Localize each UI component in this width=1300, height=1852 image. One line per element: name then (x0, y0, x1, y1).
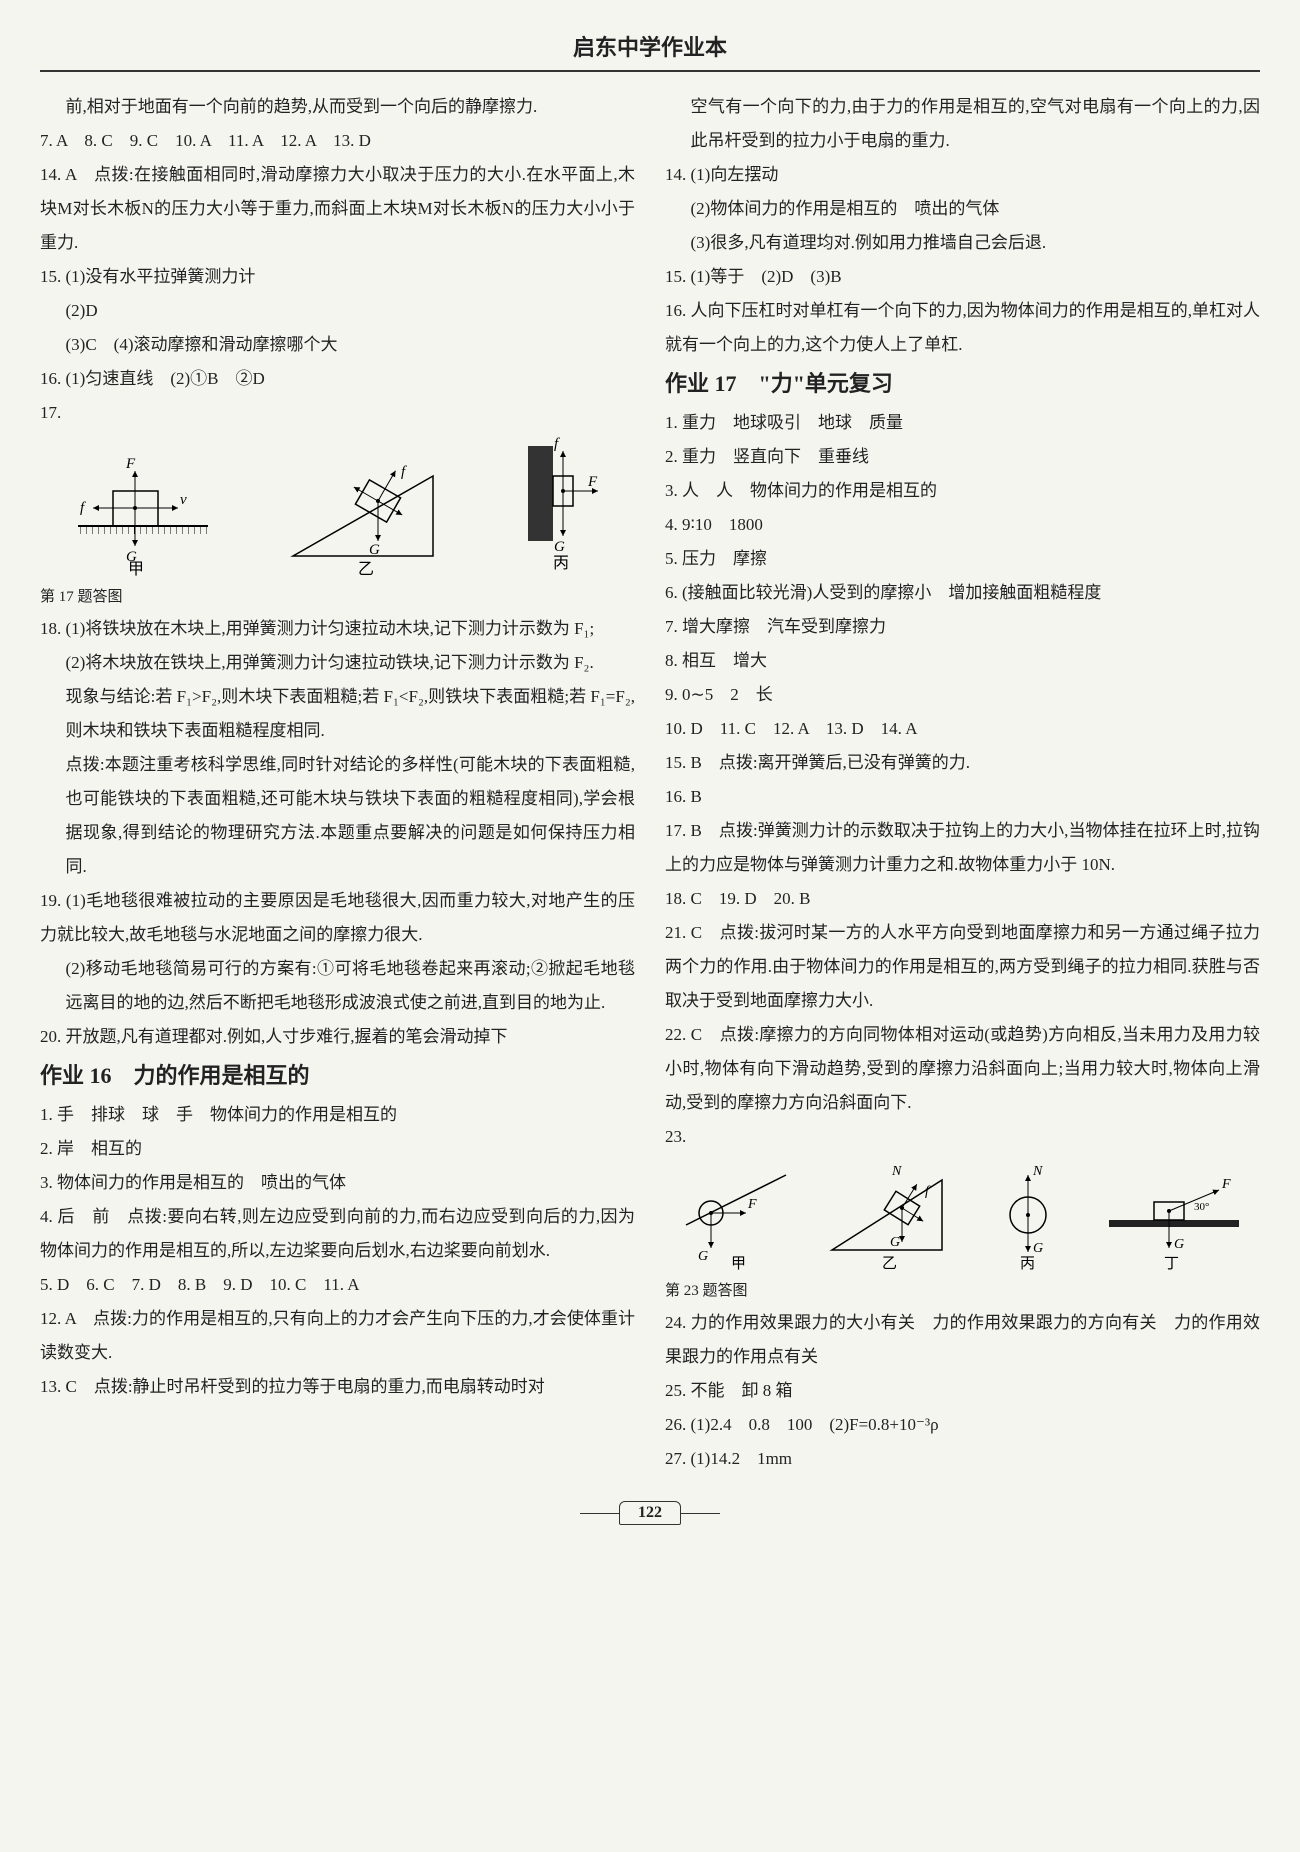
svg-text:f: f (554, 436, 560, 452)
fig23-jia: F G 甲 (676, 1160, 796, 1270)
svg-text:F: F (587, 474, 598, 490)
text: 18. (1)将铁块放在木块上,用弹簧测力计匀速拉动木块,记下测力计示数为 F₁… (40, 612, 635, 646)
svg-text:F: F (125, 456, 136, 472)
figure-23-caption: 第 23 题答图 (665, 1276, 1260, 1306)
fig17-bing: f F G 丙 (508, 436, 608, 576)
text: 25. 不能 卸 8 箱 (665, 1374, 1260, 1408)
svg-text:G: G (1174, 1237, 1184, 1252)
text: 16. (1)匀速直线 (2)①B ②D (40, 362, 635, 396)
text: 19. (1)毛地毯很难被拉动的主要原因是毛地毯很大,因而重力较大,对地产生的压… (40, 884, 635, 952)
text: 6. (接触面比较光滑)人受到的摩擦小 增加接触面粗糙程度 (665, 576, 1260, 610)
fig17-yi: f G 乙 (273, 446, 453, 576)
svg-text:F: F (747, 1197, 757, 1212)
section-17-title: 作业 17 "力"单元复习 (665, 362, 1260, 406)
fig23-yi: N f G 乙 (817, 1160, 957, 1270)
text: 现象与结论:若 F₁>F₂,则木块下表面粗糙;若 F₁<F₂,则铁块下表面粗糙;… (40, 680, 635, 748)
svg-text:f: f (80, 500, 86, 516)
text: 8. 相互 增大 (665, 644, 1260, 678)
svg-text:N: N (891, 1164, 902, 1179)
text: 27. (1)14.2 1mm (665, 1442, 1260, 1476)
text: (2)移动毛地毯简易可行的方案有:①可将毛地毯卷起来再滚动;②掀起毛地毯远离目的… (40, 952, 635, 1020)
svg-text:G: G (369, 542, 380, 558)
text: 17. B 点拨:弹簧测力计的示数取决于拉钩上的力大小,当物体挂在拉环上时,拉钩… (665, 814, 1260, 882)
text: 4. 9∶10 1800 (665, 508, 1260, 542)
fig23-ding: F 30° G 丁 (1099, 1160, 1249, 1270)
text: 22. C 点拨:摩擦力的方向同物体相对运动(或趋势)方向相反,当未用力及用力较… (665, 1018, 1260, 1120)
svg-text:丁: 丁 (1164, 1256, 1179, 1270)
fig23-bing: N G 丙 (978, 1160, 1078, 1270)
text: 13. C 点拨:静止时吊杆受到的拉力等于电扇的重力,而电扇转动时对 (40, 1370, 635, 1404)
svg-text:F: F (1221, 1177, 1231, 1192)
svg-text:f: f (401, 464, 407, 480)
text: 15. B 点拨:离开弹簧后,已没有弹簧的力. (665, 746, 1260, 780)
text: 16. 人向下压杠时对单杠有一个向下的力,因为物体间力的作用是相互的,单杠对人就… (665, 294, 1260, 362)
text: (2)将木块放在铁块上,用弹簧测力计匀速拉动铁块,记下测力计示数为 F₂. (40, 646, 635, 680)
text: 7. A 8. C 9. C 10. A 11. A 12. A 13. D (40, 124, 635, 158)
text: 21. C 点拨:拔河时某一方的人水平方向受到地面摩擦力和另一方通过绳子拉力两个… (665, 916, 1260, 1018)
section-16-title: 作业 16 力的作用是相互的 (40, 1054, 635, 1098)
svg-text:乙: 乙 (358, 561, 374, 576)
text: 20. 开放题,凡有道理都对.例如,人寸步难行,握着的笔会滑动掉下 (40, 1020, 635, 1054)
text: 12. A 点拨:力的作用是相互的,只有向上的力才会产生向下压的力,才会使体重计… (40, 1302, 635, 1370)
text: 3. 人 人 物体间力的作用是相互的 (665, 474, 1260, 508)
svg-text:f: f (925, 1184, 931, 1199)
text: 1. 重力 地球吸引 地球 质量 (665, 406, 1260, 440)
svg-text:v: v (180, 492, 187, 508)
text: 5. D 6. C 7. D 8. B 9. D 10. C 11. A (40, 1268, 635, 1302)
text: (2)D (40, 294, 635, 328)
text: 26. (1)2.4 0.8 100 (2)F=0.8+10⁻³ρ (665, 1408, 1260, 1442)
right-column: 空气有一个向下的力,由于力的作用是相互的,空气对电扇有一个向上的力,因此吊杆受到… (665, 90, 1260, 1476)
text: (3)很多,凡有道理均对.例如用力推墙自己会后退. (665, 226, 1260, 260)
text: (2)物体间力的作用是相互的 喷出的气体 (665, 192, 1260, 226)
text: (3)C (4)滚动摩擦和滑动摩擦哪个大 (40, 328, 635, 362)
page-number: 122 (40, 1501, 1260, 1525)
text: 5. 压力 摩擦 (665, 542, 1260, 576)
text: 前,相对于地面有一个向前的趋势,从而受到一个向后的静摩擦力. (40, 90, 635, 124)
text: 24. 力的作用效果跟力的大小有关 力的作用效果跟力的方向有关 力的作用效果跟力… (665, 1306, 1260, 1374)
text: 9. 0∼5 2 长 (665, 678, 1260, 712)
figure-17-caption: 第 17 题答图 (40, 582, 635, 612)
svg-text:G: G (698, 1249, 708, 1264)
text: 16. B (665, 780, 1260, 814)
svg-text:丙: 丙 (1020, 1256, 1035, 1270)
text: 3. 物体间力的作用是相互的 喷出的气体 (40, 1166, 635, 1200)
text: 18. C 19. D 20. B (665, 882, 1260, 916)
two-column-layout: 前,相对于地面有一个向前的趋势,从而受到一个向后的静摩擦力. 7. A 8. C… (40, 90, 1260, 1476)
figure-23: F G 甲 N f G 乙 (665, 1160, 1260, 1270)
svg-text:丙: 丙 (553, 555, 569, 572)
text: 15. (1)等于 (2)D (3)B (665, 260, 1260, 294)
text: 2. 岸 相互的 (40, 1132, 635, 1166)
text: 点拨:本题注重考核科学思维,同时针对结论的多样性(可能木块的下表面粗糙,也可能铁… (40, 748, 635, 884)
svg-text:G: G (554, 539, 565, 555)
text: 7. 增大摩擦 汽车受到摩擦力 (665, 610, 1260, 644)
svg-text:甲: 甲 (128, 561, 144, 576)
figure-17: F v f G 甲 f (40, 436, 635, 576)
fig17-jia: F v f G 甲 (68, 446, 218, 576)
text: 15. (1)没有水平拉弹簧测力计 (40, 260, 635, 294)
svg-text:甲: 甲 (731, 1256, 746, 1270)
page-number-label: 122 (619, 1501, 681, 1525)
text: 14. (1)向左摆动 (665, 158, 1260, 192)
svg-text:N: N (1032, 1164, 1043, 1179)
text: 17. (40, 396, 635, 430)
page-header: 启东中学作业本 (40, 30, 1260, 72)
text: 2. 重力 竖直向下 重垂线 (665, 440, 1260, 474)
text: 14. A 点拨:在接触面相同时,滑动摩擦力大小取决于压力的大小.在水平面上,木… (40, 158, 635, 260)
svg-text:G: G (1033, 1241, 1043, 1256)
text: 4. 后 前 点拨:要向右转,则左边应受到向前的力,而右边应受到向后的力,因为物… (40, 1200, 635, 1268)
svg-text:乙: 乙 (882, 1256, 897, 1270)
text: 1. 手 排球 球 手 物体间力的作用是相互的 (40, 1098, 635, 1132)
left-column: 前,相对于地面有一个向前的趋势,从而受到一个向后的静摩擦力. 7. A 8. C… (40, 90, 635, 1476)
svg-text:30°: 30° (1194, 1201, 1209, 1213)
text: 23. (665, 1120, 1260, 1154)
svg-text:G: G (890, 1235, 900, 1250)
text: 10. D 11. C 12. A 13. D 14. A (665, 712, 1260, 746)
text: 空气有一个向下的力,由于力的作用是相互的,空气对电扇有一个向上的力,因此吊杆受到… (665, 90, 1260, 158)
